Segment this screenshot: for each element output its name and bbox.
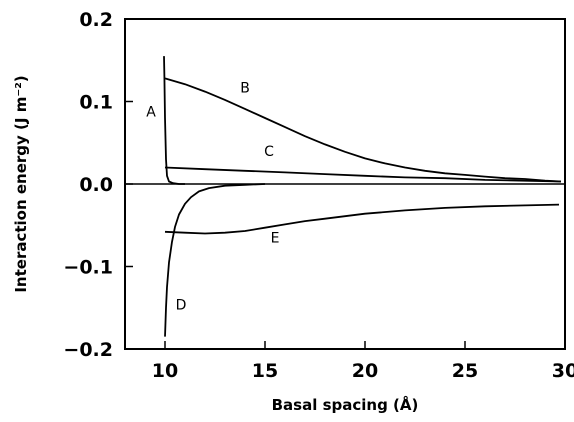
y-tick-label: 0.1 xyxy=(79,92,113,114)
x-tick-label: 30 xyxy=(552,360,574,382)
x-tick-label: 25 xyxy=(452,360,478,382)
y-axis-title: Interaction energy (J m⁻²) xyxy=(12,75,30,292)
curve-label-d: D xyxy=(176,297,187,313)
x-tick-label: 15 xyxy=(252,360,278,382)
y-tick-label: 0.0 xyxy=(79,174,113,196)
curve-label-a: A xyxy=(146,104,156,120)
series-lines xyxy=(163,56,562,337)
series-line-b xyxy=(164,77,562,183)
series-line-e xyxy=(164,203,560,235)
curve-label-e: E xyxy=(271,231,280,247)
series-line-d xyxy=(164,183,266,337)
y-tick-label: −0.2 xyxy=(63,339,113,361)
curve-label-c: C xyxy=(264,144,274,160)
y-tick-label: −0.1 xyxy=(63,257,113,279)
x-tick-label: 20 xyxy=(352,360,378,382)
series-line-a xyxy=(163,56,185,185)
x-tick-label: 10 xyxy=(152,360,178,382)
ticks: 10 15 20 25 30 −0.2 −0.1 0.0 0.1 0.2 xyxy=(63,9,574,382)
series-line-c xyxy=(164,166,562,183)
x-axis-title: Basal spacing (Å) xyxy=(272,395,419,414)
curve-label-b: B xyxy=(240,80,250,96)
curve-labels: A B C D E xyxy=(146,80,279,313)
y-tick-label: 0.2 xyxy=(79,9,113,31)
